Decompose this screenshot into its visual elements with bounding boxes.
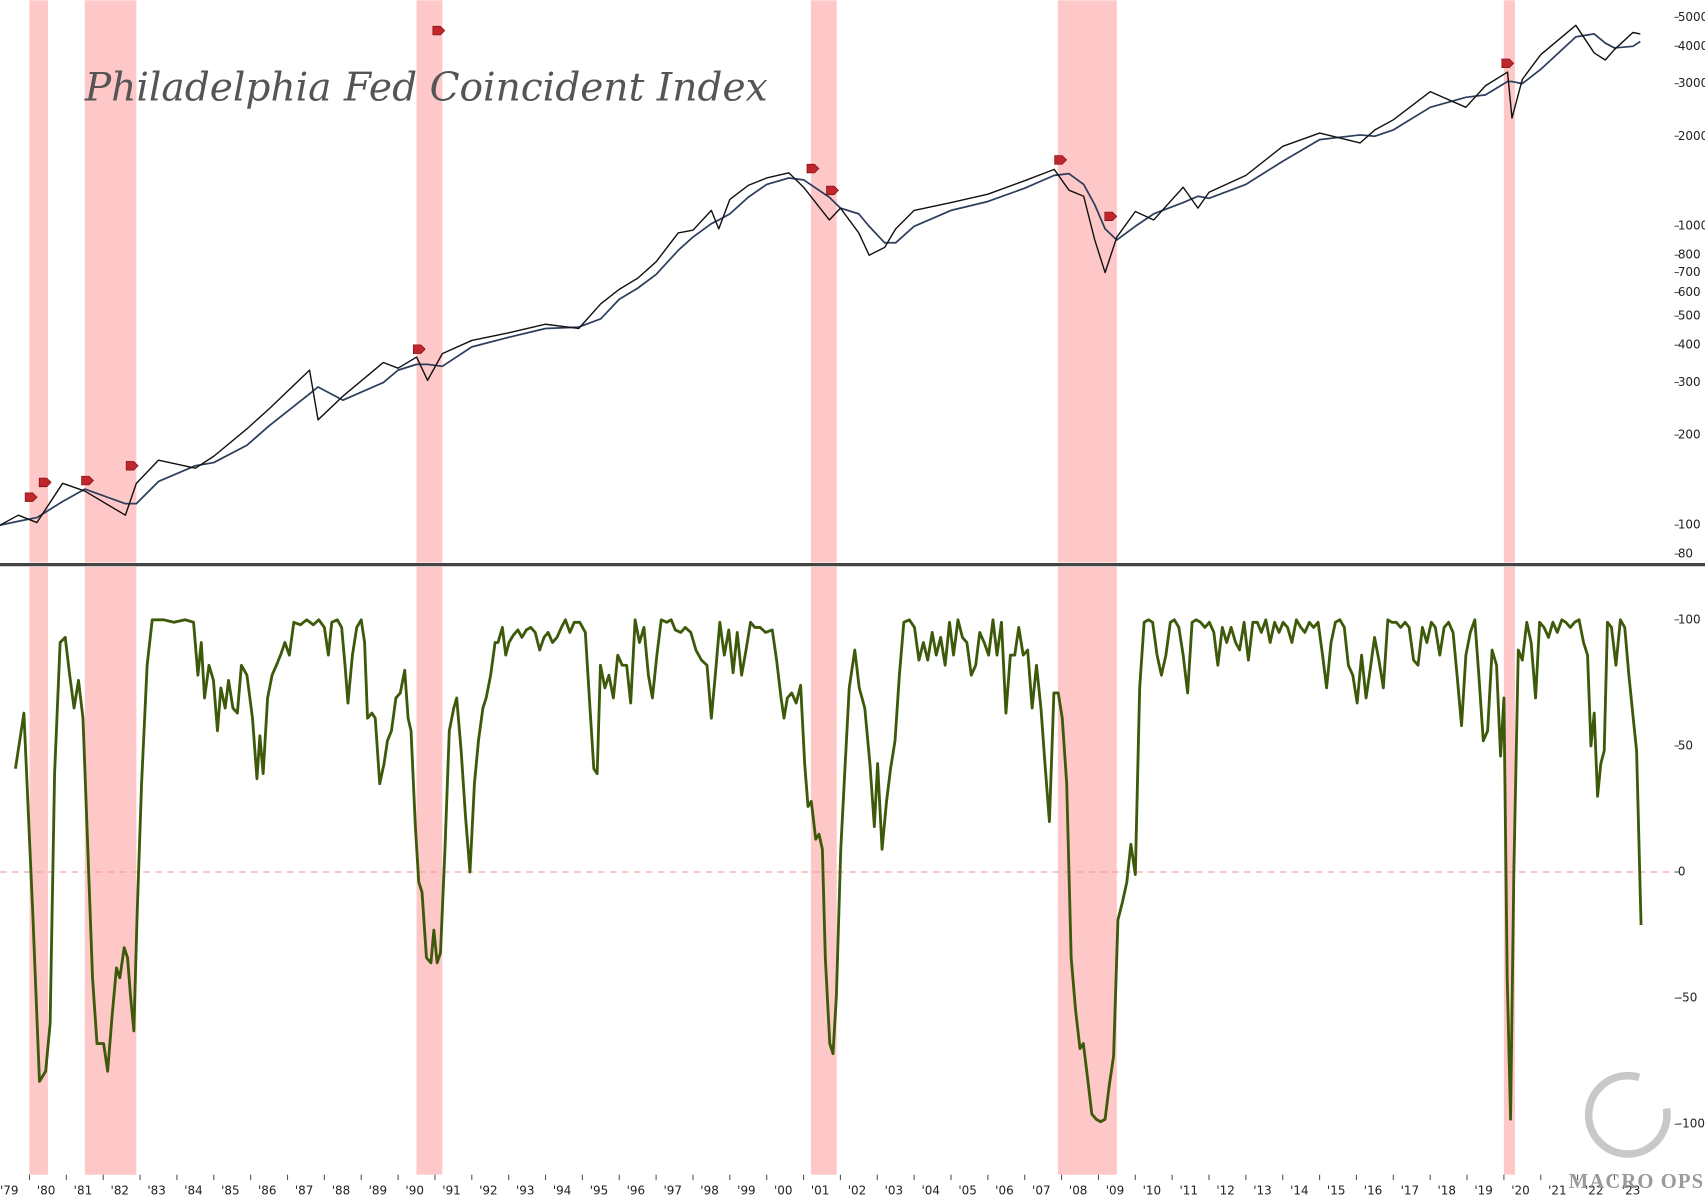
watermark: MACRO OPS [1569,1171,1704,1193]
x-tick-label: '09 [1106,1183,1125,1197]
x-tick-label: '97 [663,1183,682,1197]
x-tick-label: '85 [221,1183,240,1197]
x-tick-label: '96 [627,1183,646,1197]
x-tick-label: '21 [1548,1183,1567,1197]
x-tick-label: '92 [479,1183,498,1197]
x-tick-label: '13 [1253,1183,1272,1197]
x-tick-label: '19 [1474,1183,1493,1197]
x-tick-label: '11 [1179,1183,1198,1197]
x-tick-label: '22 [1585,1183,1604,1197]
x-tick-label: '14 [1290,1183,1309,1197]
x-tick-label: '00 [774,1183,793,1197]
x-tick-label: '01 [811,1183,830,1197]
x-tick-label: '84 [184,1183,203,1197]
chart-title: Philadelphia Fed Coincident Index [84,65,768,110]
shading-layer [29,0,1515,1175]
x-tick-label: '91 [442,1183,461,1197]
x-tick-label: '05 [958,1183,977,1197]
x-tick-label: '23 [1622,1183,1641,1197]
y-tick-label: 0 [1678,865,1686,879]
y-tick-label: 800 [1678,248,1701,262]
x-tick-label: '95 [590,1183,609,1197]
y-tick-label: 3000 [1678,76,1705,90]
x-tick-label: '15 [1327,1183,1346,1197]
x-tick-label: '94 [553,1183,572,1197]
x-tick-label: '86 [258,1183,277,1197]
x-tick-label: '02 [848,1183,867,1197]
y-tick-label: 100 [1678,612,1701,626]
x-tick-label: '20 [1511,1183,1530,1197]
x-tick-label: '16 [1364,1183,1383,1197]
x-tick-label: '79 [0,1183,18,1197]
y-tick-label: 100 [1678,518,1701,532]
y-tick-label: -100 [1678,1117,1705,1131]
signal-marker [38,477,52,488]
y-tick-label: 2000 [1678,129,1705,143]
signal-marker [806,163,820,174]
y-tick-label: -50 [1678,991,1698,1005]
signal-marker [412,344,426,354]
recession-band [1503,566,1515,1175]
recession-band [416,0,443,563]
x-tick-label: '12 [1216,1183,1235,1197]
y-tick-label: 5000 [1678,10,1705,24]
x-tick-label: '07 [1032,1183,1051,1197]
watermark-logo [1584,1071,1671,1158]
recession-band [29,566,48,1175]
y-tick-label: 1000 [1678,219,1705,233]
x-tick-label: '93 [516,1183,535,1197]
recession-band [810,0,837,563]
signal-marker [1501,58,1515,69]
y-tick-label: 600 [1678,285,1701,299]
signal-marker [826,185,839,196]
recession-band [84,566,137,1175]
recession-band [1503,0,1515,563]
signal-marker [81,475,94,486]
signal-marker [24,492,38,502]
x-tick-label: '17 [1401,1183,1420,1197]
x-tick-label: '98 [700,1183,719,1197]
recession-band [416,566,443,1175]
recession-band [1057,0,1117,563]
y-tick-label: 300 [1678,375,1701,389]
series-line [14,618,1643,1124]
y-tick-label: 50 [1678,738,1693,752]
y-tick-label: 4000 [1678,39,1705,53]
y-tick-label: 700 [1678,265,1701,279]
recession-band [29,0,48,563]
signal-marker [432,25,446,36]
x-tick-label: '10 [1143,1183,1162,1197]
x-tick-label: '82 [111,1183,130,1197]
signal-marker [1104,211,1118,222]
signal-marker [125,461,139,471]
plot-layer: 8010020030040050060070080010002000300040… [0,10,1705,1197]
x-tick-label: '81 [74,1183,93,1197]
x-tick-label: '89 [369,1183,388,1197]
series-line [0,24,1641,526]
y-tick-label: 500 [1678,309,1701,323]
x-tick-label: '03 [885,1183,904,1197]
x-tick-label: '87 [295,1183,314,1197]
x-tick-label: '06 [995,1183,1014,1197]
y-tick-label: 400 [1678,338,1701,352]
x-tick-label: '83 [147,1183,166,1197]
x-tick-label: '90 [405,1183,424,1197]
y-tick-label: 80 [1678,547,1693,561]
x-tick-label: '18 [1438,1183,1457,1197]
signal-marker [1054,155,1068,165]
x-tick-label: '04 [921,1183,940,1197]
y-tick-label: 200 [1678,428,1701,442]
x-tick-label: '88 [332,1183,351,1197]
x-tick-label: '80 [37,1183,56,1197]
x-tick-label: '08 [1069,1183,1088,1197]
x-tick-label: '99 [737,1183,756,1197]
